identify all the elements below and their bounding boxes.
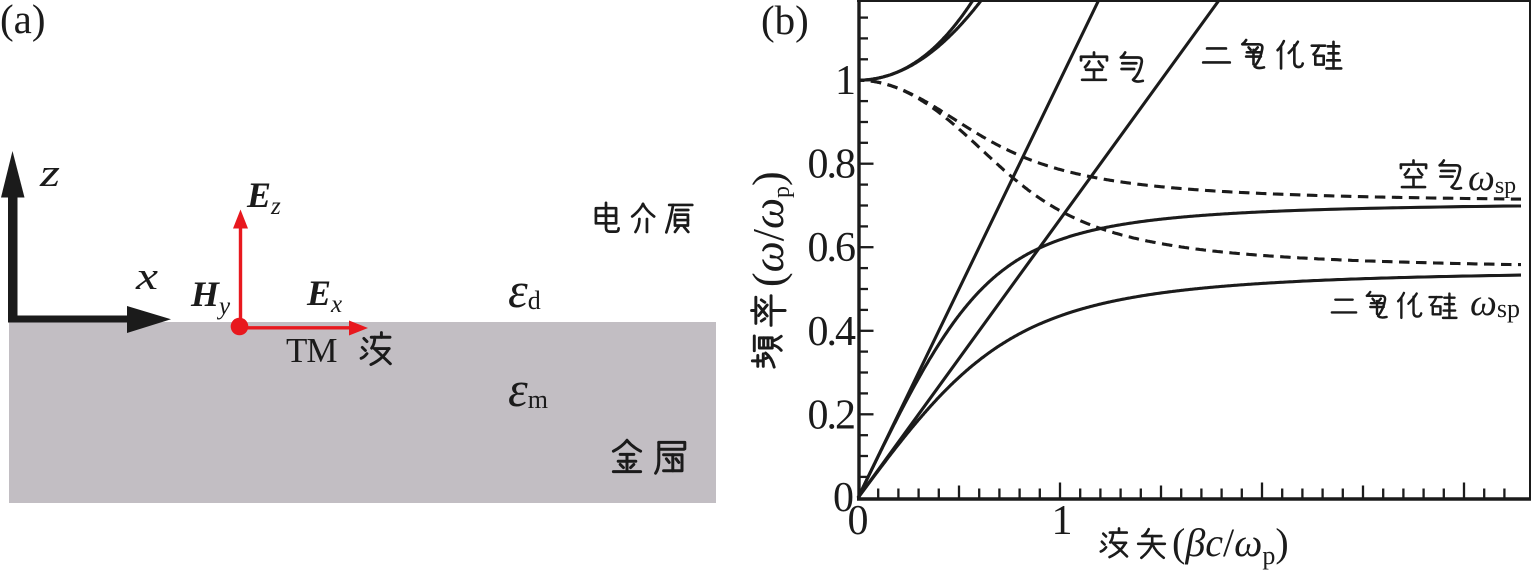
svg-text:z: z	[39, 152, 60, 195]
svg-text:0: 0	[833, 475, 853, 521]
svg-text:1: 1	[1052, 498, 1071, 544]
svg-text:ωsp: ωsp	[1470, 282, 1520, 324]
svg-text:Hy: Hy	[190, 274, 231, 320]
svg-text:0.2: 0.2	[808, 392, 855, 438]
svg-text:ωsp: ωsp	[1468, 157, 1516, 199]
svg-text:Ex: Ex	[306, 273, 342, 318]
svg-text:1: 1	[835, 58, 854, 104]
svg-text:x: x	[135, 255, 159, 298]
svg-text:εd: εd	[508, 262, 541, 318]
svg-text:Ez: Ez	[246, 175, 281, 220]
svg-text:(ω/ωp): (ω/ωp)	[744, 171, 795, 287]
svg-text:0.4: 0.4	[808, 309, 857, 355]
svg-text:0.6: 0.6	[808, 225, 856, 271]
svg-text:(a): (a)	[0, 0, 46, 42]
svg-text:0: 0	[848, 498, 868, 544]
svg-text:(b): (b)	[761, 0, 809, 43]
svg-text:(βc/ωp): (βc/ωp)	[1172, 520, 1289, 570]
svg-text:0.8: 0.8	[808, 142, 856, 188]
svg-text:TM: TM	[286, 331, 337, 370]
